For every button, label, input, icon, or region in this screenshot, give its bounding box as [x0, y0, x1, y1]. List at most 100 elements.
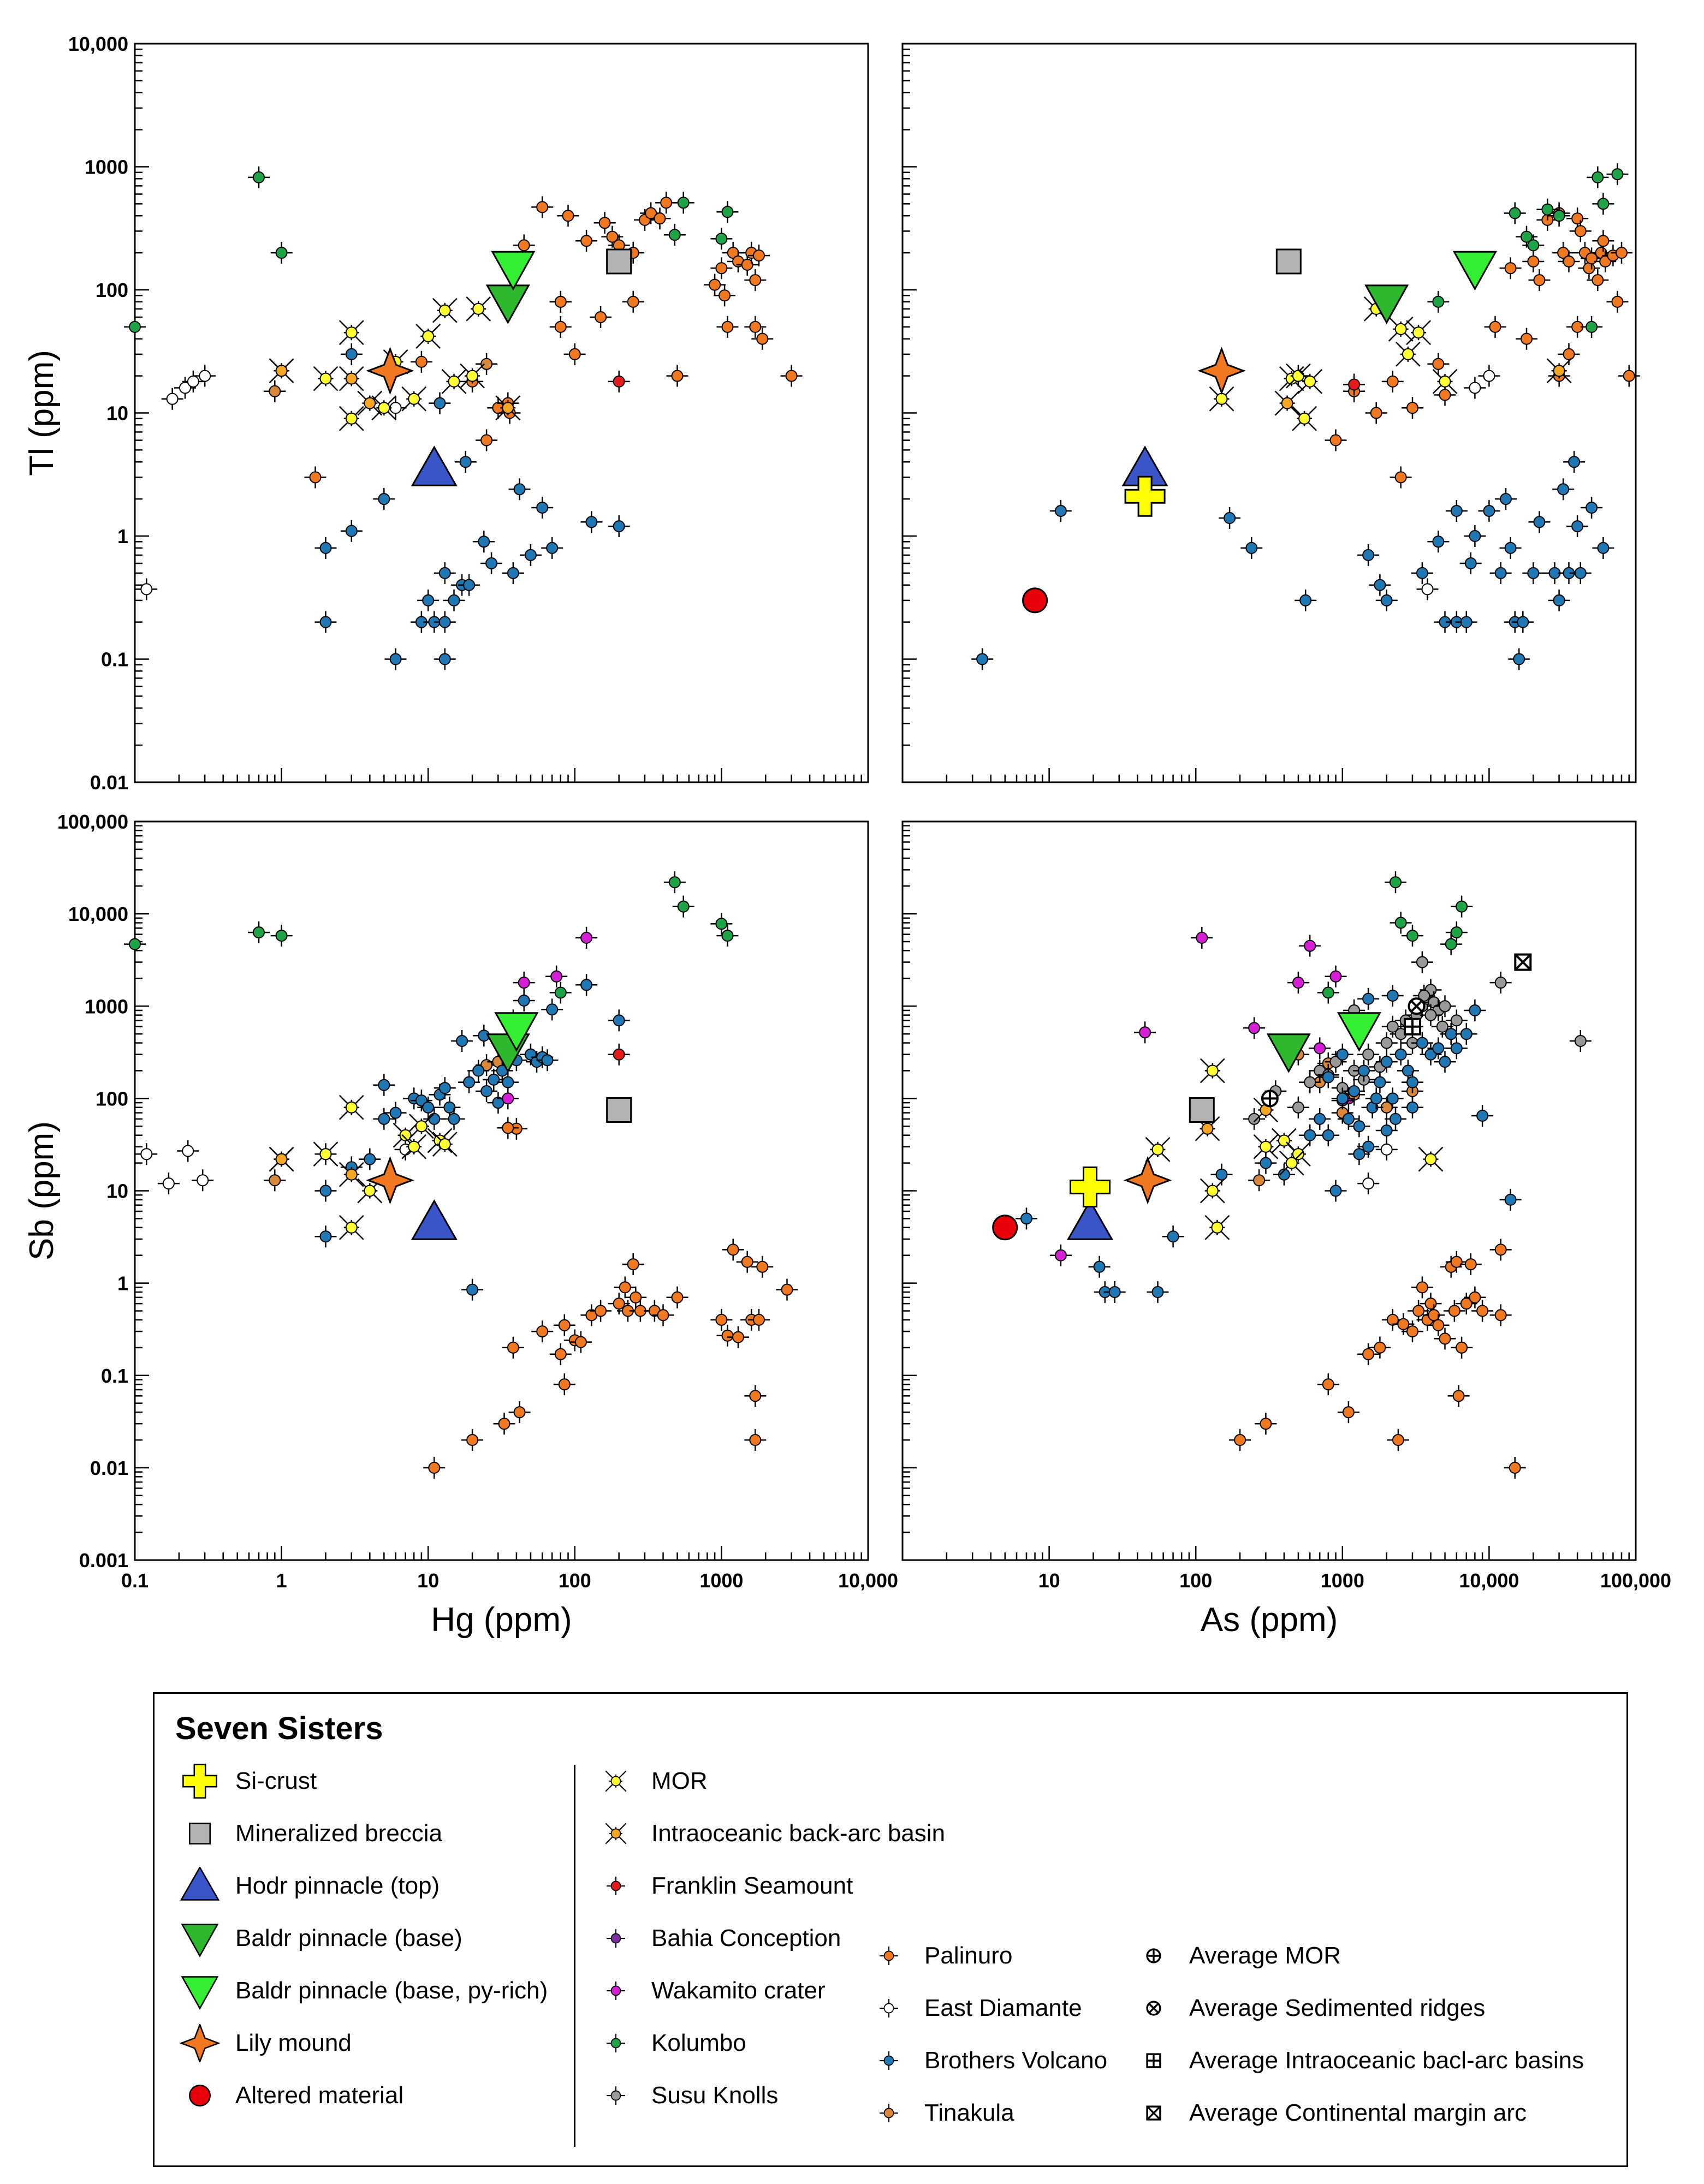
point-wakamito: [1191, 927, 1213, 949]
point-mor: [339, 1094, 364, 1120]
y-tick-label: 1: [117, 1272, 128, 1295]
point-brothers: [1464, 999, 1486, 1021]
kolumbo-symbol-icon: [591, 2024, 640, 2062]
point-palinuro: [1569, 220, 1592, 242]
legend-item-avg_cont: Average Continental margin arc: [1129, 2094, 1527, 2132]
point-palinuro: [652, 1304, 674, 1326]
y-tick-label: 0.1: [101, 1365, 128, 1387]
legend-label: Franklin Seamount: [651, 1872, 853, 1899]
point-boab: [339, 1162, 364, 1187]
point-baldr_base: [485, 284, 530, 324]
point-hodr: [1066, 1199, 1114, 1240]
point-palinuro: [1357, 1343, 1380, 1365]
point-palinuro: [780, 365, 803, 387]
x-axis-title: Hg (ppm): [431, 1601, 572, 1639]
point-susu: [1420, 1004, 1442, 1026]
legend-item-avg_sed: Average Sedimented ridges: [1129, 1989, 1485, 2027]
y-tick-label: 1000: [85, 995, 128, 1017]
avg_sed-symbol-icon: [1129, 1989, 1178, 2027]
legend-item-mor: MOR: [591, 1762, 708, 1800]
x-tick-label: 100: [1179, 1569, 1212, 1592]
point-eastdiamante: [192, 1169, 214, 1192]
point-brothers: [541, 537, 563, 559]
point-palinuro: [1390, 466, 1412, 489]
point-eastdiamante: [182, 370, 204, 392]
point-susu: [1431, 1015, 1453, 1038]
point-mor: [1406, 320, 1431, 346]
legend-item-kolumbo: Kolumbo: [591, 2024, 746, 2062]
point-palinuro: [666, 365, 688, 387]
point-kolumbo: [1317, 981, 1339, 1004]
point-brothers: [1552, 478, 1575, 501]
point-mor: [1388, 317, 1414, 342]
point-palinuro: [751, 328, 774, 350]
point-boab: [1195, 1116, 1220, 1141]
point-palinuro: [704, 273, 726, 296]
point-kolumbo: [1390, 912, 1412, 934]
point-palinuro: [304, 466, 326, 489]
point-brothers: [384, 648, 407, 670]
point-susu: [1434, 995, 1456, 1017]
point-brothers: [1162, 1225, 1184, 1248]
point-palinuro: [722, 242, 744, 264]
point-mor: [432, 297, 458, 323]
point-susu: [1381, 1015, 1404, 1038]
legend-item-altered: Altered material: [175, 2076, 403, 2115]
point-brothers: [1348, 1143, 1370, 1165]
legend-item-hodr: Hodr pinnacle (top): [175, 1867, 440, 1905]
point-susu: [1357, 1043, 1380, 1066]
legend-item-bahia: Bahia Conception: [591, 1919, 841, 1957]
point-susu: [1299, 1071, 1321, 1093]
point-palinuro: [1552, 242, 1575, 264]
legend-item-eastdiamante: East Diamante: [864, 1989, 1082, 2027]
baldr_base-symbol-icon: [175, 1919, 224, 1957]
point-mor: [371, 395, 397, 421]
point-palinuro: [423, 1456, 446, 1479]
point-eastdiamante: [135, 578, 158, 600]
point-brothers: [608, 515, 630, 538]
point-eastdiamante: [1416, 578, 1439, 600]
x-tick-label: 1000: [1321, 1569, 1364, 1592]
legend-item-franklin: Franklin Seamount: [591, 1867, 853, 1905]
point-kolumbo: [663, 871, 686, 894]
lily-symbol-icon: [175, 2024, 224, 2062]
point-brothers: [417, 589, 440, 611]
point-palinuro: [1411, 1276, 1433, 1299]
point-brothers: [1390, 1043, 1412, 1066]
point-palinuro: [590, 1300, 612, 1322]
point-altered: [1022, 587, 1048, 614]
point-brothers: [1566, 515, 1589, 538]
plot-frame: [901, 43, 1637, 783]
point-lily: [366, 347, 414, 395]
point-kolumbo: [1606, 163, 1629, 186]
point-brothers: [451, 1030, 473, 1052]
point-palinuro: [666, 1286, 688, 1308]
point-brothers: [1049, 500, 1072, 522]
point-brothers: [1499, 1188, 1522, 1211]
point-susu: [1569, 1030, 1592, 1052]
point-mor: [1297, 369, 1323, 394]
point-mor: [1418, 1146, 1444, 1172]
point-susu: [1287, 1096, 1309, 1118]
point-eastdiamante: [177, 1140, 199, 1162]
point-palinuro: [1484, 316, 1506, 338]
point-palinuro: [1592, 230, 1614, 252]
legend-label: East Diamante: [924, 1995, 1082, 2021]
panel-tl-vs-as: [901, 43, 1640, 783]
point-palinuro: [593, 212, 616, 234]
point-brothers: [458, 1071, 480, 1093]
point-brothers: [458, 574, 480, 596]
point-kolumbo: [270, 925, 293, 947]
point-breccia: [606, 248, 632, 275]
palinuro-symbol-icon: [864, 1937, 913, 1975]
point-mor: [432, 1132, 458, 1157]
point-brothers: [1581, 497, 1603, 519]
point-franklin: [608, 1043, 630, 1066]
point-palinuro: [1464, 1286, 1486, 1308]
point-palinuro: [1618, 365, 1640, 387]
legend-item-sicrust: Si-crust: [175, 1762, 317, 1800]
point-palinuro: [744, 269, 767, 291]
point-brothers: [340, 520, 363, 542]
legend-label: Palinuro: [924, 1942, 1013, 1969]
point-brothers: [1147, 1281, 1169, 1303]
